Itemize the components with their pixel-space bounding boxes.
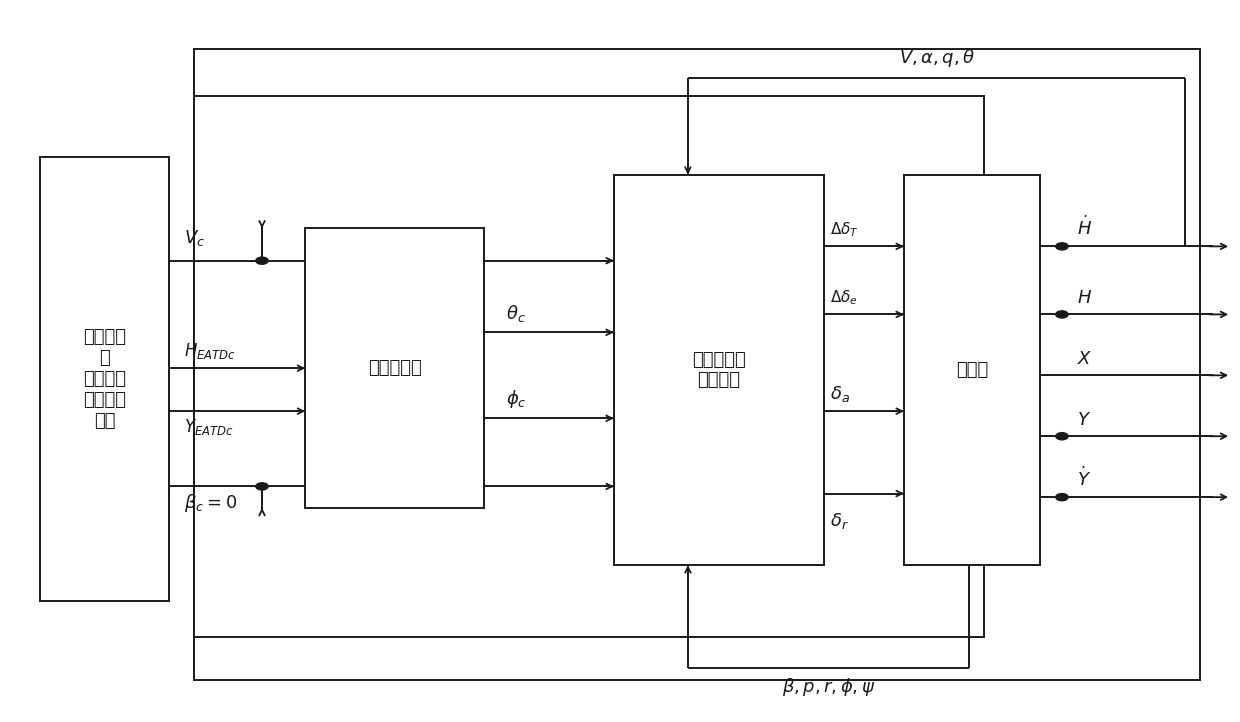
Circle shape bbox=[1055, 494, 1068, 500]
Text: $Y_{EATDc}$: $Y_{EATDc}$ bbox=[185, 417, 234, 437]
Text: 舰载机: 舰载机 bbox=[956, 361, 988, 379]
Text: $\delta_a$: $\delta_a$ bbox=[830, 384, 849, 404]
Text: $\theta_c$: $\theta_c$ bbox=[506, 303, 526, 323]
Text: $V_c$: $V_c$ bbox=[185, 228, 206, 248]
Text: $\dot{H}$: $\dot{H}$ bbox=[1076, 216, 1091, 239]
FancyBboxPatch shape bbox=[40, 157, 170, 601]
Text: $V,\alpha,q,\theta$: $V,\alpha,q,\theta$ bbox=[899, 48, 975, 69]
Text: $\dot{Y}$: $\dot{Y}$ bbox=[1076, 466, 1091, 490]
Text: $Y$: $Y$ bbox=[1076, 411, 1091, 429]
Text: $\beta,p,r,\phi,\psi$: $\beta,p,r,\phi,\psi$ bbox=[782, 677, 875, 698]
Circle shape bbox=[1055, 311, 1068, 318]
Text: $\delta_r$: $\delta_r$ bbox=[830, 511, 848, 531]
FancyBboxPatch shape bbox=[305, 228, 484, 508]
Circle shape bbox=[1055, 243, 1068, 250]
Text: $\phi_c$: $\phi_c$ bbox=[506, 388, 527, 409]
Circle shape bbox=[255, 483, 268, 490]
Text: $H$: $H$ bbox=[1076, 290, 1091, 308]
Text: $\Delta\delta_T$: $\Delta\delta_T$ bbox=[830, 220, 859, 239]
Circle shape bbox=[255, 257, 268, 264]
Text: 自适应飞行
控制模块: 自适应飞行 控制模块 bbox=[692, 351, 745, 389]
Text: $X$: $X$ bbox=[1076, 350, 1092, 368]
Text: $H_{EATDc}$: $H_{EATDc}$ bbox=[185, 341, 237, 361]
FancyBboxPatch shape bbox=[195, 49, 1200, 680]
Circle shape bbox=[1055, 432, 1068, 440]
FancyBboxPatch shape bbox=[195, 96, 985, 637]
Text: $\Delta\delta_e$: $\Delta\delta_e$ bbox=[830, 289, 858, 308]
FancyBboxPatch shape bbox=[904, 175, 1039, 565]
Text: 引导律模块: 引导律模块 bbox=[368, 359, 422, 377]
Text: $\beta_c=0$: $\beta_c=0$ bbox=[185, 492, 237, 514]
FancyBboxPatch shape bbox=[614, 175, 823, 565]
Text: 着舰指令
与
下滑基准
轨迹生成
模块: 着舰指令 与 下滑基准 轨迹生成 模块 bbox=[83, 329, 126, 430]
